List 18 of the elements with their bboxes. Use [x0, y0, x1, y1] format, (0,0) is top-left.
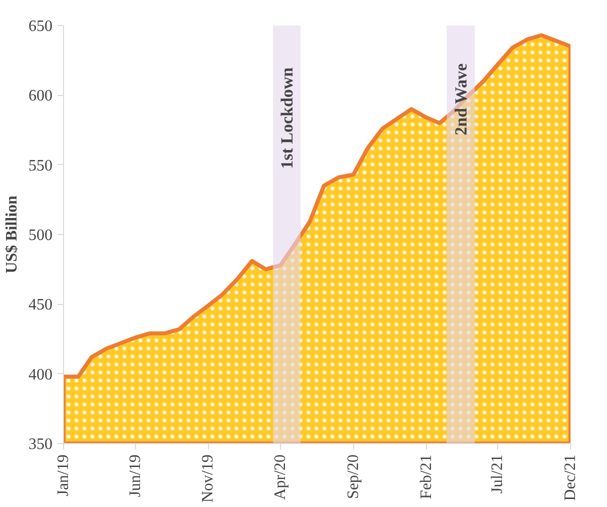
y-axis-title: US$ Billion	[4, 195, 20, 274]
x-tick-label: Sep/20	[344, 454, 362, 499]
y-tick-label: 600	[28, 88, 52, 105]
x-tick-label: Jun/19	[126, 454, 144, 498]
x-tick-label: Jul/21	[489, 454, 506, 494]
x-tick-label: Jan/19	[55, 454, 72, 496]
y-tick-label: 650	[28, 18, 52, 35]
x-tick-label: Nov/19	[200, 454, 217, 502]
y-tick-label: 450	[28, 296, 52, 314]
y-tick-label: 400	[28, 366, 52, 384]
x-tick-label: Feb/21	[418, 454, 435, 499]
y-tick-label: 350	[28, 436, 52, 453]
y-tick-label: 500	[28, 227, 52, 244]
band-label: 2nd Wave	[451, 62, 470, 136]
band-label: 1st Lockdown	[277, 66, 296, 169]
x-tick-label: Apr/20	[272, 454, 290, 500]
x-tick-label: Dec/21	[562, 454, 579, 501]
y-tick-label: 550	[28, 157, 52, 174]
